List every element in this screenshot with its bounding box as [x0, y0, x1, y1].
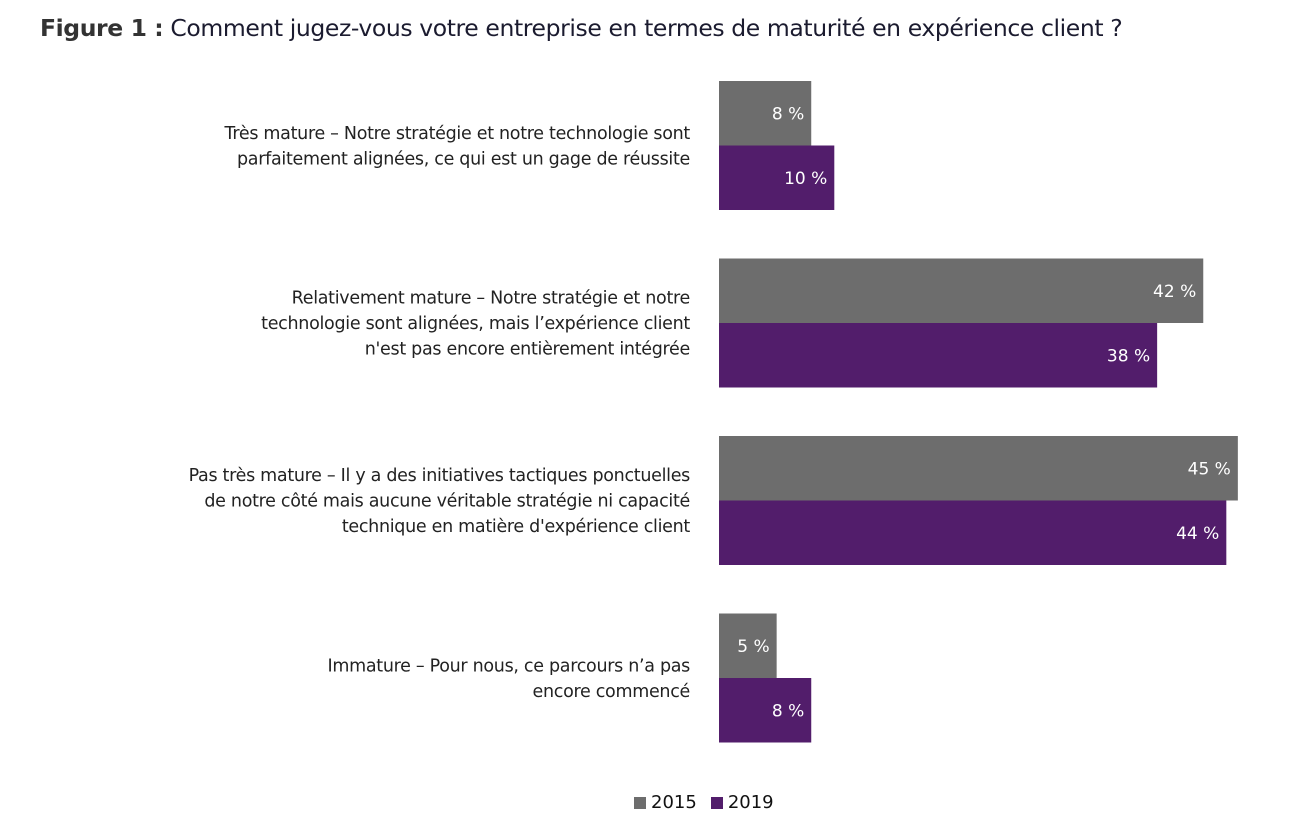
category-label-line: Relativement mature – Notre stratégie et… [292, 289, 690, 309]
category-label-line: technologie sont alignées, mais l’expéri… [261, 314, 690, 334]
bar-2015 [719, 81, 812, 146]
data-label-2019: 8 % [772, 701, 804, 721]
legend-swatch-2015 [634, 796, 646, 809]
category-label: Relativement mature – Notre stratégie et… [261, 289, 690, 360]
figure-question: Comment jugez-vous votre entreprise en t… [163, 14, 1123, 42]
category-label-line: encore commencé [533, 682, 691, 702]
category-label: Très mature – Notre stratégie et notre t… [224, 124, 691, 170]
bar-group: Immature – Pour nous, ce parcours n’a pa… [328, 613, 812, 743]
category-label: Immature – Pour nous, ce parcours n’a pa… [328, 656, 691, 702]
figure-title: Figure 1 : Comment jugez-vous votre entr… [40, 14, 1123, 42]
legend-label-2019: 2019 [727, 792, 774, 813]
legend-item-2019: 2019 [710, 792, 774, 813]
category-label-line: parfaitement alignées, ce qui est un gag… [237, 149, 690, 169]
data-label-2015: 5 % [737, 637, 769, 657]
legend-item-2015: 2015 [634, 792, 697, 813]
bar-2015 [719, 258, 1204, 323]
legend: 2015 2019 [634, 792, 788, 813]
bar-2019 [719, 323, 1158, 388]
bar-group: Pas très mature – Il y a des initiatives… [189, 436, 1238, 565]
legend-swatch-2019 [710, 796, 723, 809]
bar-2015 [719, 613, 777, 678]
bar-group: Très mature – Notre stratégie et notre t… [224, 81, 835, 210]
bar-2019 [719, 500, 1227, 565]
data-label-2015: 42 % [1153, 282, 1196, 302]
data-label-2019: 44 % [1176, 524, 1219, 544]
data-label-2019: 38 % [1107, 346, 1150, 366]
legend-label-2015: 2015 [651, 792, 697, 813]
category-label-line: Immature – Pour nous, ce parcours n’a pa… [328, 656, 691, 676]
category-label-line: Très mature – Notre stratégie et notre t… [224, 124, 691, 144]
category-label-line: Pas très mature – Il y a des initiatives… [189, 466, 691, 486]
category-label-line: n'est pas encore entièrement intégrée [365, 340, 690, 360]
category-label: Pas très mature – Il y a des initiatives… [189, 466, 691, 537]
category-label-line: technique en matière d'expérience client [342, 517, 691, 537]
data-label-2015: 45 % [1188, 459, 1231, 479]
bar-2019 [719, 145, 835, 210]
figure-number: Figure 1 : [40, 14, 164, 42]
bar-group: Relativement mature – Notre stratégie et… [261, 258, 1204, 388]
category-label-line: de notre côté mais aucune véritable stra… [204, 492, 690, 512]
bar-2015 [719, 436, 1238, 501]
bar-2019 [719, 678, 812, 743]
data-label-2019: 10 % [784, 169, 827, 189]
data-label-2015: 8 % [772, 104, 804, 124]
